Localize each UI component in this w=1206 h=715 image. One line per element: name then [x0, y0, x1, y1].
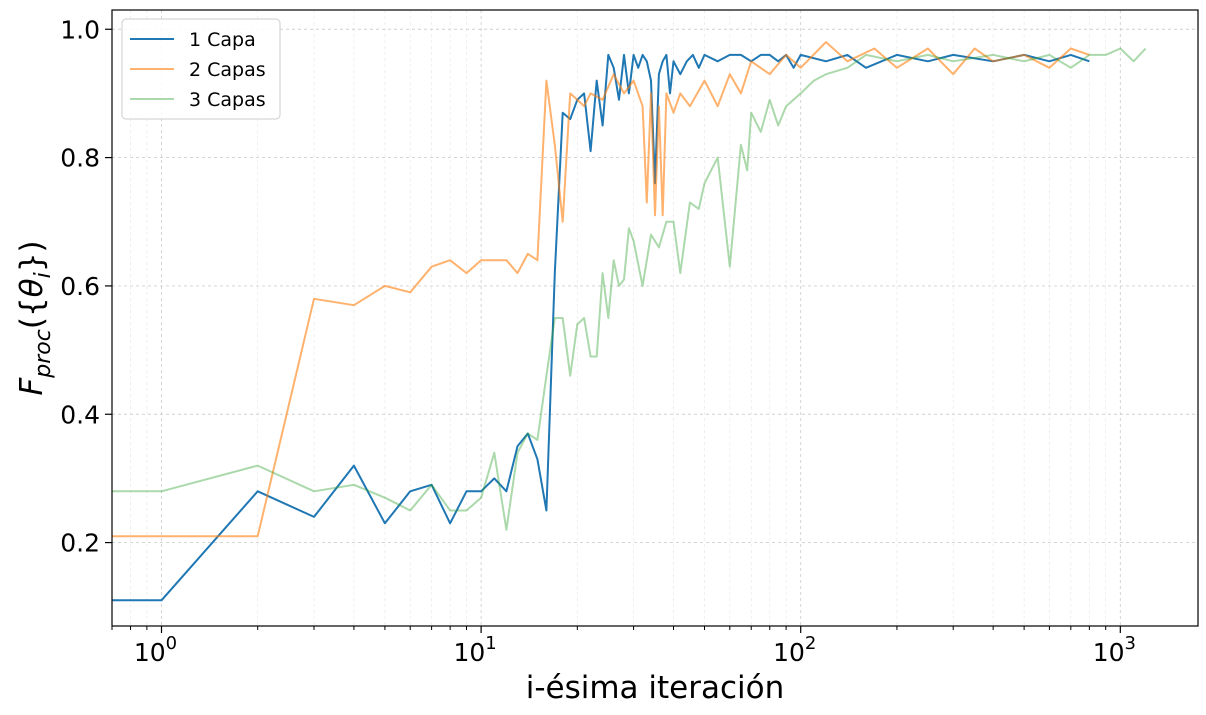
grid — [111, 10, 1198, 626]
plot-frame — [111, 9, 1199, 627]
legend-box — [121, 18, 281, 120]
x-tick-label: 100 — [134, 633, 177, 667]
series-line-3-capas — [112, 47, 1147, 531]
y-tick-label: 0.8 — [60, 144, 100, 173]
y-tick-label: 1.0 — [60, 15, 100, 44]
y-axis-label: Fproc({θi}) — [14, 240, 56, 395]
series-group — [112, 41, 1147, 602]
x-tick-label: 101 — [453, 633, 496, 667]
legend-label: 2 Capas — [189, 59, 266, 81]
y-tick-label: 0.6 — [60, 272, 100, 301]
axis-ticks: 100 101 102 103 0.2 0.4 0.6 0.8 1.0 — [60, 15, 1136, 667]
x-axis-label: i-ésima iteración — [526, 670, 785, 706]
legend-label: 3 Capas — [189, 89, 266, 111]
y-tick-label: 0.4 — [60, 400, 100, 429]
x-tick-label: 103 — [1093, 633, 1136, 667]
legend: 1 Capa 2 Capas 3 Capas — [121, 18, 281, 120]
legend-label: 1 Capa — [189, 29, 256, 51]
series-line-1-capa — [112, 53, 1090, 602]
y-tick-label: 0.2 — [60, 529, 100, 558]
x-tick-label: 102 — [773, 633, 816, 667]
series-line-2-capas — [112, 41, 1090, 538]
